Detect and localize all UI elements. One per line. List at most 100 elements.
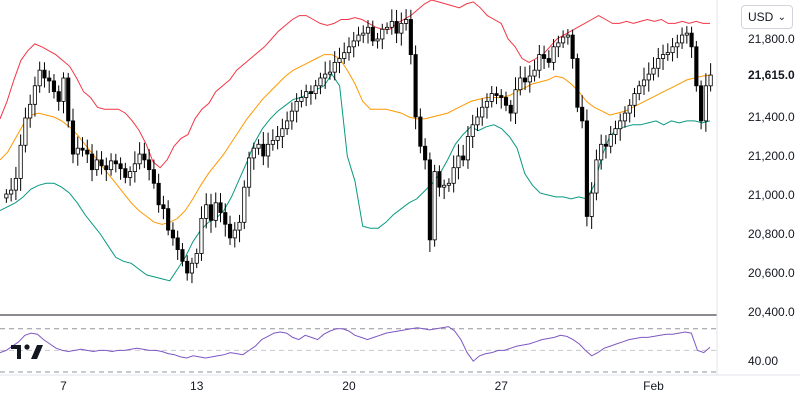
candle-body	[365, 26, 371, 34]
chevron-down-icon: ⌄	[777, 11, 786, 23]
candle-body	[708, 74, 713, 87]
candle-body	[675, 42, 680, 48]
candle-body	[370, 26, 375, 42]
basis-line	[0, 54, 711, 225]
candle-body	[161, 204, 166, 210]
candle-body	[351, 40, 356, 48]
candle-body	[185, 260, 190, 274]
currency-label: USD	[748, 10, 774, 24]
candle-body	[399, 22, 404, 34]
candle-body	[689, 32, 694, 48]
candle-body	[427, 159, 432, 241]
candle-body	[684, 32, 689, 36]
candle-body	[337, 58, 342, 63]
candle-body	[70, 120, 76, 155]
candle-body	[513, 89, 518, 114]
candle-body	[204, 204, 209, 219]
price-tick-label: 20,600.0	[748, 266, 795, 280]
currency-selector[interactable]: USD ⌄	[741, 5, 793, 29]
candle-body	[465, 136, 471, 161]
tradingview-logo-icon[interactable]	[10, 340, 46, 360]
candle-body	[75, 147, 80, 155]
candle-body	[227, 223, 233, 239]
candle-body	[332, 62, 337, 73]
candle-body	[594, 159, 599, 194]
candle-body	[123, 168, 128, 178]
candle-body	[584, 120, 589, 217]
candlesticks	[4, 9, 713, 284]
candle-body	[180, 249, 185, 262]
candle-body	[266, 143, 271, 157]
rsi-axis: 40.00	[748, 354, 778, 368]
candle-body	[294, 101, 299, 112]
candle-body	[94, 159, 99, 171]
candle-body	[637, 85, 642, 95]
price-axis[interactable]: 20,400.0 20,600.0 20,800.0 21,000.0 21,200.0…	[748, 32, 795, 319]
candle-body	[80, 147, 85, 151]
candle-body	[4, 193, 9, 199]
candle-body	[323, 73, 328, 79]
candle-body	[223, 212, 228, 225]
candle-body	[237, 221, 242, 231]
candle-body	[532, 69, 537, 77]
candle-body	[23, 117, 28, 146]
candle-body	[508, 104, 513, 114]
candle-body	[156, 182, 161, 206]
candle-body	[189, 262, 195, 274]
candle-body	[432, 171, 437, 241]
candle-body	[413, 54, 418, 118]
candle-body	[356, 34, 361, 42]
candle-body	[613, 128, 618, 135]
time-axis[interactable]: 7132027Feb10	[60, 379, 800, 393]
candle-body	[342, 52, 347, 59]
candle-body	[313, 85, 318, 95]
candle-body	[13, 178, 18, 191]
candle-body	[137, 153, 142, 165]
candle-body	[51, 80, 57, 93]
candle-body	[703, 85, 708, 122]
candle-body	[518, 77, 523, 91]
last-price-label: 21,615.0	[748, 68, 795, 82]
candle-body	[37, 69, 42, 87]
upper-band-line	[0, 0, 710, 169]
candle-body	[475, 116, 480, 126]
rsi-tick-label: 40.00	[748, 354, 778, 368]
candle-body	[575, 58, 580, 108]
candle-body	[608, 134, 613, 147]
candle-body	[551, 46, 556, 63]
candle-body	[170, 229, 175, 239]
candle-body	[147, 159, 152, 171]
candle-body	[270, 139, 275, 145]
candle-body	[503, 97, 509, 106]
candle-body	[199, 217, 204, 254]
candle-body	[665, 52, 670, 56]
candle-body	[437, 171, 442, 188]
candle-body	[108, 160, 114, 171]
candle-body	[261, 143, 266, 157]
candle-body	[494, 93, 499, 96]
candle-body	[699, 85, 704, 122]
candle-body	[251, 147, 256, 159]
candle-body	[589, 192, 594, 217]
candle-body	[218, 202, 223, 213]
price-tick-label: 21,200.0	[748, 149, 795, 163]
candle-body	[318, 77, 323, 87]
candle-body	[484, 101, 490, 108]
candle-body	[651, 67, 656, 75]
candle-body	[627, 104, 632, 114]
candle-body	[394, 21, 399, 34]
candle-body	[656, 58, 661, 69]
candle-body	[89, 153, 95, 171]
candle-body	[660, 54, 666, 59]
candle-body	[113, 160, 118, 165]
candle-body	[242, 186, 247, 223]
candle-body	[470, 124, 475, 137]
time-tick-label: 27	[495, 379, 509, 393]
candle-body	[61, 77, 66, 102]
candle-body	[537, 54, 542, 71]
candle-body	[446, 182, 451, 186]
candle-body	[375, 38, 380, 42]
candle-body	[28, 103, 33, 119]
candle-body	[194, 253, 199, 264]
